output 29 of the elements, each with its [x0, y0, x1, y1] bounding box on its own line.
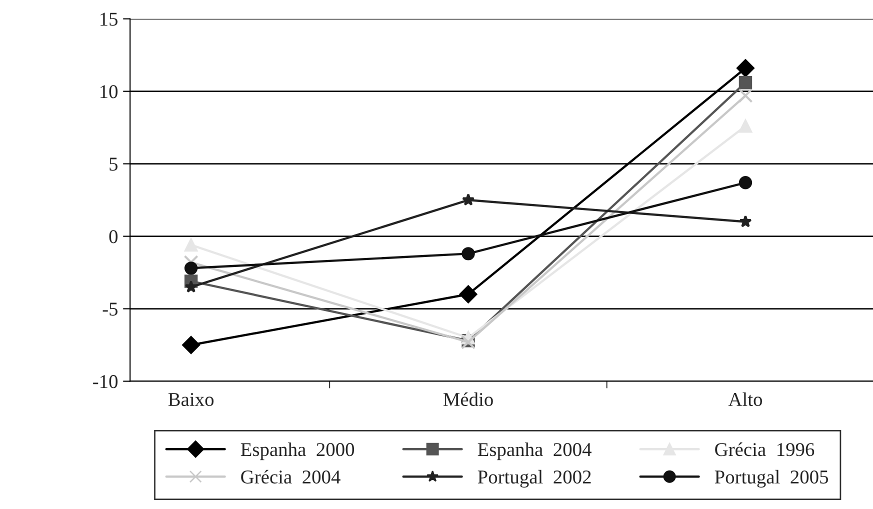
point	[739, 215, 752, 228]
legend-label: Grécia 2004	[241, 470, 340, 484]
x-tick-label: Baixo	[168, 392, 214, 406]
legend-label: Espanha 2004	[478, 442, 592, 460]
point	[184, 280, 198, 293]
point	[184, 238, 198, 252]
x-tick-label: Alto	[728, 392, 762, 406]
point	[182, 336, 200, 354]
point	[184, 262, 198, 275]
y-tick-label: -10	[93, 375, 118, 388]
point	[738, 76, 752, 90]
legend-label: Grécia 1996	[715, 442, 814, 456]
point	[738, 176, 752, 190]
x-tick-label: Médio	[443, 392, 493, 406]
legend-label: Portugal 2002	[478, 470, 591, 488]
y-tick-label: -5	[102, 302, 118, 316]
point	[736, 59, 754, 78]
point	[459, 285, 478, 304]
point	[738, 120, 752, 133]
y-tick-label: 10	[100, 85, 118, 98]
legend-label: Portugal 2005	[714, 470, 828, 488]
legend-label: Espanha 2000	[240, 442, 354, 460]
point	[184, 255, 198, 270]
y-tick-label: 0	[109, 230, 118, 244]
point	[462, 193, 475, 206]
y-tick-label: 15	[100, 12, 118, 26]
y-tick-label: 5	[110, 158, 118, 171]
point	[462, 247, 475, 260]
point	[738, 88, 753, 103]
